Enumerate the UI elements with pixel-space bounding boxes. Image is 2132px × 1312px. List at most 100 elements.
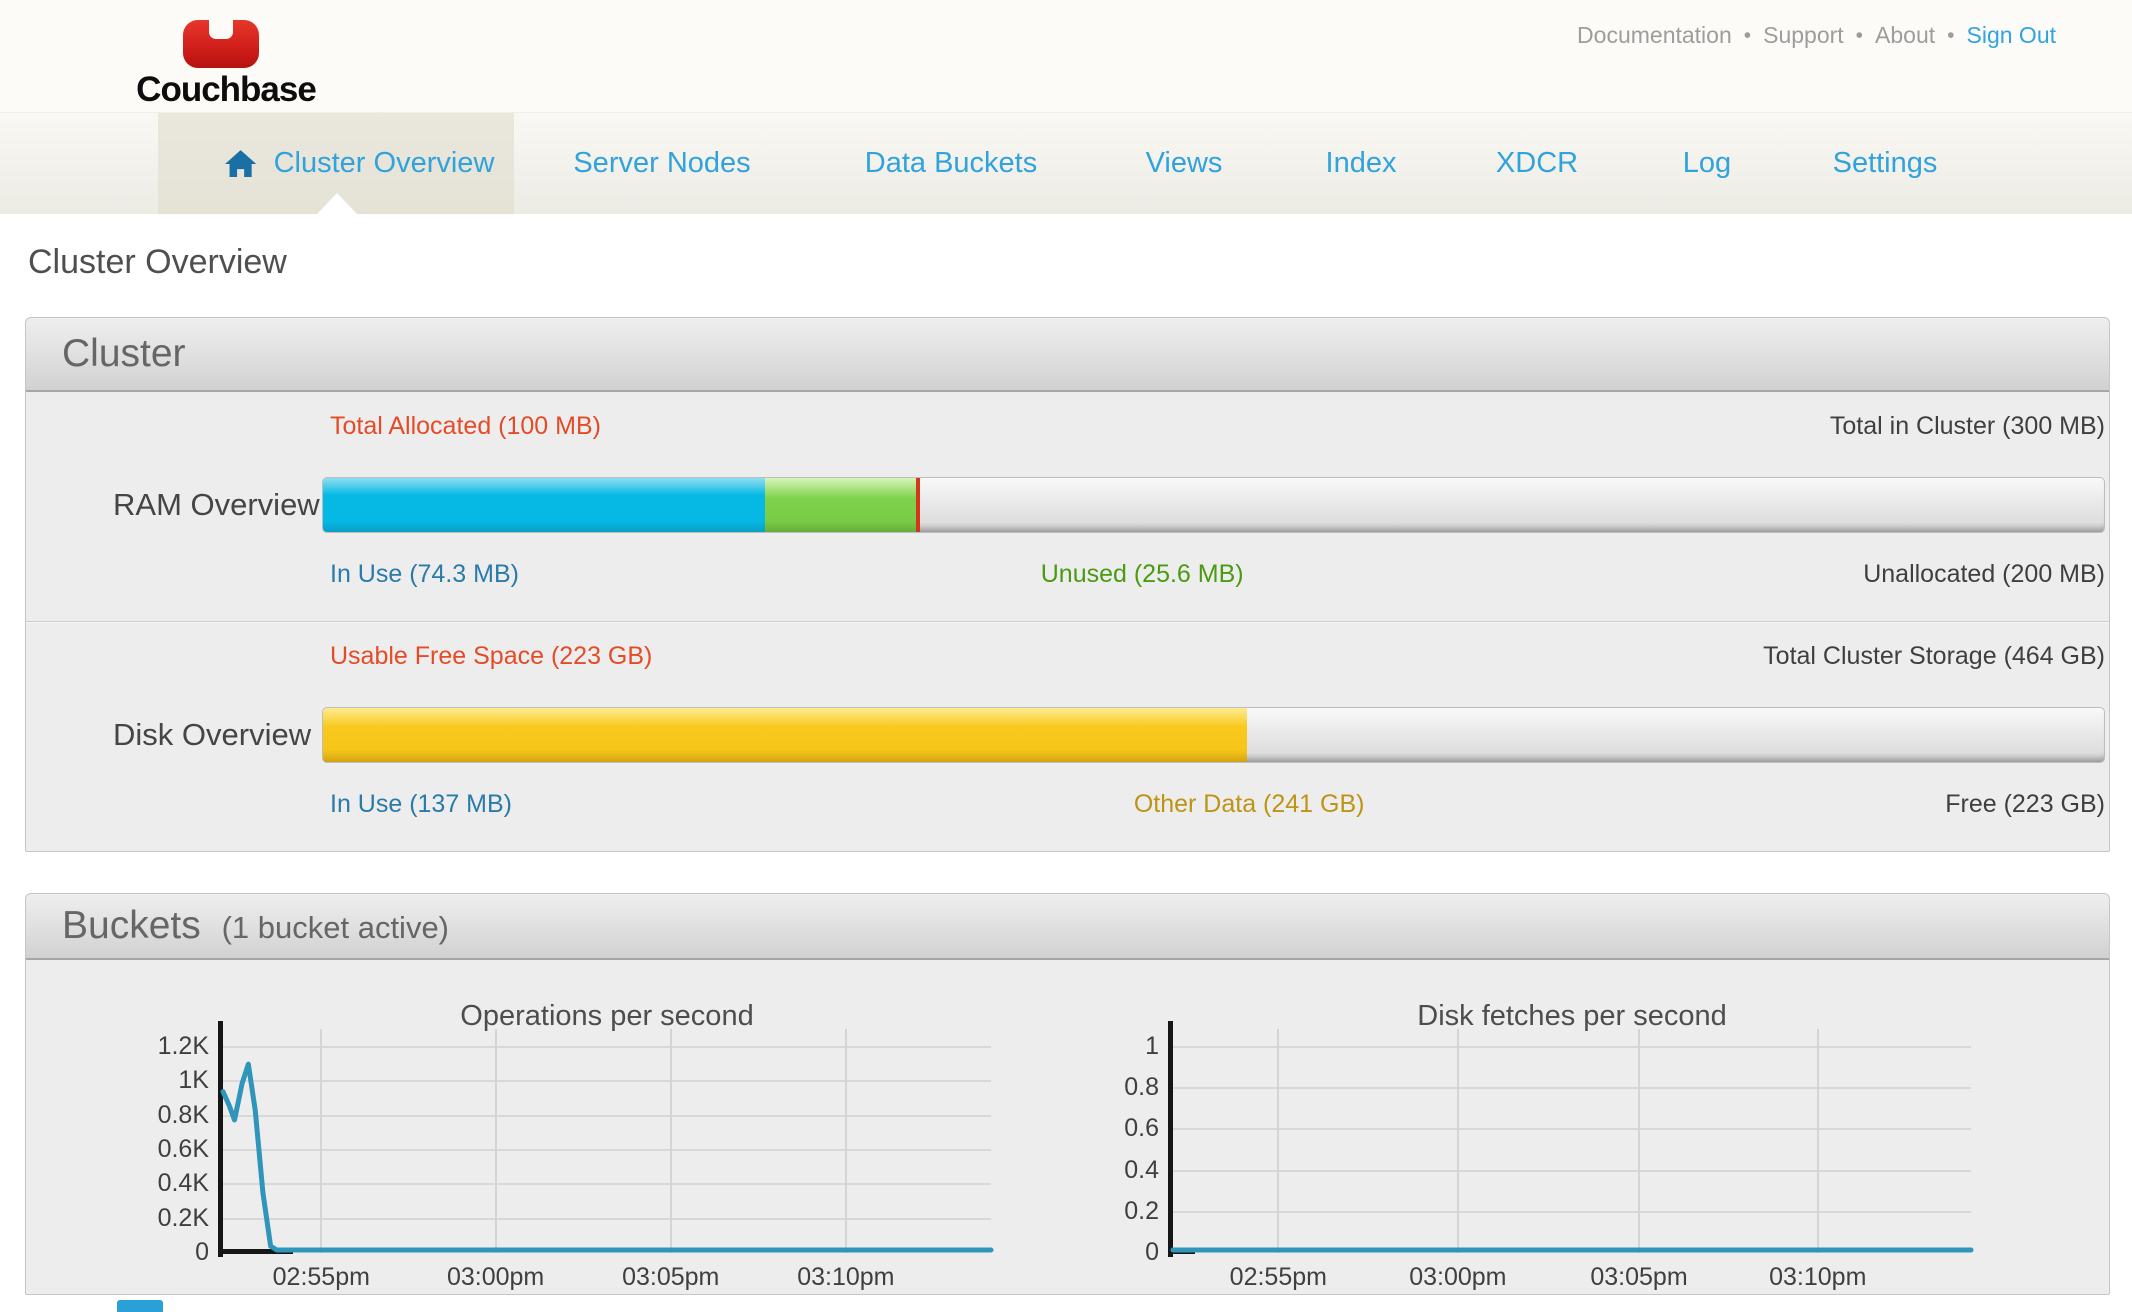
ram-unallocated-label: Unallocated (200 MB) — [1863, 560, 2105, 588]
disk-top-annotations: Usable Free Space (223 GB) Total Cluster… — [322, 642, 2105, 674]
y-gridline — [1173, 1169, 1971, 1172]
series-line — [220, 1061, 994, 1253]
ram-quota-marker — [916, 478, 921, 532]
x-gridline — [320, 1029, 323, 1253]
y-tick-label: 0.4K — [157, 1169, 209, 1198]
x-tick-label: 02:55pm — [272, 1263, 370, 1291]
page-title: Cluster Overview — [28, 243, 287, 281]
y-tick-label: 1K — [178, 1066, 209, 1095]
y-gridline — [223, 1114, 991, 1117]
y-tick-label: 0.4 — [1124, 1155, 1159, 1184]
disk-bottom-annotations: In Use (137 MB) Other Data (241 GB) Free… — [322, 790, 2105, 822]
couchbase-logo-text: Couchbase — [136, 70, 317, 109]
tab-log[interactable]: Log — [1682, 147, 1732, 179]
link-separator: • — [1743, 23, 1752, 47]
y-gridline — [1173, 1128, 1971, 1131]
ram-bar-area: Total Allocated (100 MB) Total in Cluste… — [322, 392, 2105, 621]
x-tick-label: 03:00pm — [1409, 1263, 1507, 1291]
y-tick-label: 1 — [1145, 1032, 1159, 1060]
documentation-link[interactable]: Documentation — [1577, 22, 1732, 48]
y-tick-label: 0.6 — [1124, 1114, 1159, 1143]
tab-views[interactable]: Views — [1145, 147, 1223, 179]
tab-cluster-overview[interactable]: Cluster Overview — [224, 113, 495, 214]
series-line — [1170, 1247, 1974, 1253]
buckets-panel-subtitle: (1 bucket active) — [221, 910, 450, 945]
tab-settings[interactable]: Settings — [1832, 147, 1938, 179]
link-separator: • — [1855, 23, 1864, 47]
disk-used-segment — [323, 708, 1248, 762]
x-tick-label: 03:10pm — [797, 1263, 895, 1291]
support-link[interactable]: Support — [1763, 22, 1844, 48]
y-tick-label: 0.8 — [1124, 1073, 1159, 1102]
cluster-panel: Cluster RAM Overview Total Allocated (10… — [25, 317, 2110, 852]
main-nav: Cluster Overview Server Nodes Data Bucke… — [0, 112, 2132, 214]
y-gridline — [1173, 1046, 1971, 1048]
ram-in-use-label: In Use (74.3 MB) — [330, 560, 519, 588]
x-gridline — [844, 1029, 847, 1253]
x-axis — [218, 1249, 293, 1254]
ram-total-in-cluster-label: Total in Cluster (300 MB) — [1829, 412, 2105, 440]
tab-xdcr[interactable]: XDCR — [1495, 147, 1579, 179]
tab-label: Cluster Overview — [273, 147, 495, 179]
x-gridline — [1277, 1029, 1280, 1253]
y-gridline — [223, 1080, 991, 1083]
ops-chart-title: Operations per second — [460, 1000, 754, 1032]
x-gridline — [1456, 1029, 1459, 1253]
disk-overview-row: Disk Overview Usable Free Space (223 GB)… — [26, 622, 2109, 851]
tab-index[interactable]: Index — [1325, 147, 1397, 179]
next-section-peek — [117, 1300, 163, 1312]
ram-overview-row: RAM Overview Total Allocated (100 MB) To… — [26, 392, 2109, 622]
y-tick-label: 0.8K — [157, 1100, 209, 1129]
sign-out-link[interactable]: Sign Out — [1966, 22, 2057, 48]
x-gridline — [1638, 1029, 1641, 1253]
y-tick-label: 0 — [1145, 1238, 1159, 1266]
header-links: Documentation • Support • About • Sign O… — [1577, 22, 2056, 49]
x-gridline — [1816, 1029, 1819, 1253]
x-gridline — [669, 1029, 672, 1253]
y-gridline — [1173, 1210, 1971, 1213]
app-header: Couchbase Documentation • Support • Abou… — [0, 0, 2132, 112]
y-tick-label: 0.2K — [157, 1203, 209, 1232]
x-tick-label: 02:55pm — [1229, 1263, 1327, 1291]
y-tick-label: 0.6K — [157, 1135, 209, 1163]
tab-data-buckets[interactable]: Data Buckets — [864, 147, 1038, 179]
buckets-panel-header: Buckets (1 bucket active) — [26, 894, 2109, 960]
y-tick-label: 0 — [195, 1238, 209, 1266]
x-gridline — [494, 1029, 497, 1253]
disk-free-label: Free (223 GB) — [1945, 790, 2105, 818]
couchbase-logo-notch — [209, 20, 233, 39]
ram-top-annotations: Total Allocated (100 MB) Total in Cluste… — [322, 412, 2105, 444]
disk-fetches-per-second-chart: 0 0.2 0.4 0.6 0.8 1 02:55pm 03:00pm 03:05pm 03:10… — [1124, 1021, 1974, 1291]
disk-usable-free-space-label: Usable Free Space (223 GB) — [330, 642, 653, 670]
disk-overview-label: Disk Overview — [113, 717, 312, 752]
y-tick-label: 1.2K — [157, 1032, 209, 1060]
cluster-panel-title: Cluster — [62, 332, 186, 375]
active-tab-pointer — [317, 193, 357, 214]
ram-total-allocated-label: Total Allocated (100 MB) — [330, 412, 601, 440]
x-tick-label: 03:10pm — [1769, 1263, 1867, 1291]
x-tick-label: 03:00pm — [446, 1263, 545, 1291]
link-separator: • — [1947, 23, 1955, 47]
about-link[interactable]: About — [1875, 22, 1936, 48]
ram-unused-label: Unused (25.6 MB) — [1040, 560, 1244, 588]
ram-unused-segment — [764, 478, 917, 532]
y-gridline — [223, 1046, 991, 1048]
ram-usage-bar — [322, 477, 2105, 533]
ops-per-second-chart: 0 0.2K 0.4K 0.6K 0.8K 1K 1.2K 02:55pm 03:00pm 03:… — [158, 1021, 994, 1291]
ram-in-use-segment — [323, 478, 765, 532]
home-icon — [224, 147, 258, 181]
disk-other-data-label: Other Data (241 GB) — [1133, 790, 1365, 818]
y-tick-label: 0.2 — [1124, 1196, 1159, 1225]
disk-bar-area: Usable Free Space (223 GB) Total Cluster… — [322, 622, 2105, 851]
disk-fetches-chart-title: Disk fetches per second — [1417, 1000, 1727, 1032]
cluster-panel-header: Cluster — [26, 318, 2109, 392]
y-gridline — [223, 1149, 991, 1151]
x-tick-label: 03:05pm — [622, 1263, 720, 1291]
tab-server-nodes[interactable]: Server Nodes — [573, 147, 751, 179]
couchbase-logo: Couchbase — [136, 14, 317, 109]
ram-overview-label: RAM Overview — [113, 487, 320, 522]
x-tick-label: 03:05pm — [1590, 1263, 1688, 1291]
ram-bottom-annotations: In Use (74.3 MB) Unused (25.6 MB) Unallo… — [322, 560, 2105, 592]
y-axis — [1168, 1021, 1173, 1257]
